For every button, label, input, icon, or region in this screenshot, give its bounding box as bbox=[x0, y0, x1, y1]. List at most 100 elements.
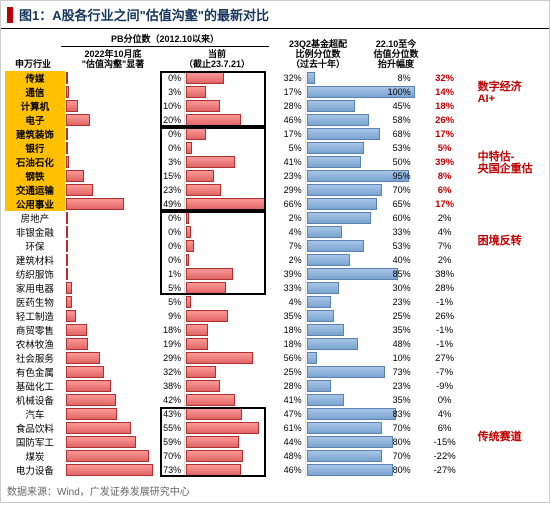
industry-cell: 电力设备 bbox=[5, 463, 65, 477]
bar-red bbox=[66, 422, 132, 434]
bar-2022: 18% bbox=[65, 323, 185, 337]
bar-value: 80% bbox=[393, 435, 411, 449]
header-pb-group: PB分位数（2012.10以来） bbox=[61, 32, 269, 47]
bar-value: 18% bbox=[163, 323, 181, 337]
industry-cell: 家用电器 bbox=[5, 281, 65, 295]
bar-value: 73% bbox=[393, 365, 411, 379]
industry-cell: 环保 bbox=[5, 239, 65, 253]
bar-red bbox=[186, 142, 192, 154]
change-cell: 28% bbox=[414, 281, 476, 295]
bar-value: 1% bbox=[168, 267, 181, 281]
bar-value: 17% bbox=[284, 85, 302, 99]
group-label-cell bbox=[476, 379, 545, 393]
table-row: 商贸零售18%18%35%-1% bbox=[5, 323, 545, 337]
bar-q2: 68% bbox=[305, 127, 413, 141]
bar-red bbox=[66, 170, 84, 182]
bar-q2: 25% bbox=[305, 309, 413, 323]
table-row: 石油石化3%41%50%39%中特估- 央国企重估 bbox=[5, 155, 545, 169]
bar-value: 53% bbox=[393, 239, 411, 253]
bar-q2: 45% bbox=[305, 99, 413, 113]
bar-red bbox=[66, 142, 68, 154]
bar-2022: 29% bbox=[65, 351, 185, 365]
table-row: 钢铁15%23%95%8% bbox=[5, 169, 545, 183]
bar-value: 35% bbox=[284, 309, 302, 323]
bar-value: 46% bbox=[284, 463, 302, 477]
bar-current: 47% bbox=[185, 407, 306, 421]
figure-container: 图1：A股各行业之间"估值沟壑"的最新对比 申万行业 PB分位数（2012.10… bbox=[0, 0, 550, 503]
change-cell: 26% bbox=[414, 309, 476, 323]
bar-value: 39% bbox=[284, 267, 302, 281]
bar-blue bbox=[307, 366, 386, 378]
change-cell: 17% bbox=[414, 127, 476, 141]
bar-2022: 0% bbox=[65, 71, 185, 85]
bar-blue bbox=[307, 324, 345, 336]
bar-blue bbox=[307, 226, 343, 238]
bar-red bbox=[66, 268, 68, 280]
table-row: 电力设备73%46%80%-27% bbox=[5, 463, 545, 477]
bar-blue bbox=[307, 72, 316, 84]
table-row: 电子20%46%58%26% bbox=[5, 113, 545, 127]
industry-cell: 商贸零售 bbox=[5, 323, 65, 337]
bar-red bbox=[66, 436, 136, 448]
bar-value: 33% bbox=[393, 225, 411, 239]
industry-cell: 石油石化 bbox=[5, 155, 65, 169]
bar-red bbox=[66, 212, 68, 224]
bar-red bbox=[66, 282, 72, 294]
bar-2022: 0% bbox=[65, 141, 185, 155]
bar-red bbox=[66, 72, 68, 84]
group-label-cell: 传统赛道 bbox=[476, 435, 545, 449]
bar-current: 46% bbox=[185, 463, 306, 477]
bar-value: 61% bbox=[284, 421, 302, 435]
change-cell: -9% bbox=[414, 379, 476, 393]
table-row: 食品饮料55%61%70%6% bbox=[5, 421, 545, 435]
change-cell: 32% bbox=[414, 71, 476, 85]
change-cell: 6% bbox=[414, 183, 476, 197]
table-row: 建筑材料0%2%40%2% bbox=[5, 253, 545, 267]
change-cell: -1% bbox=[414, 337, 476, 351]
bar-q2: 48% bbox=[305, 337, 413, 351]
change-cell: 39% bbox=[414, 155, 476, 169]
group-label-cell bbox=[476, 295, 545, 309]
group-label-cell bbox=[476, 309, 545, 323]
bar-red bbox=[186, 268, 233, 280]
industry-cell: 煤炭 bbox=[5, 449, 65, 463]
title-block bbox=[7, 7, 13, 23]
bar-current: 41% bbox=[185, 393, 306, 407]
table-row: 基础化工38%28%23%-9% bbox=[5, 379, 545, 393]
header-row: 申万行业 PB分位数（2012.10以来） 2022年10月底 "估值沟壑"显著… bbox=[5, 35, 545, 71]
bar-2022: 0% bbox=[65, 225, 185, 239]
header-industry: 申万行业 bbox=[5, 59, 61, 71]
bar-current: 7% bbox=[185, 239, 306, 253]
change-cell: -15% bbox=[414, 435, 476, 449]
bar-blue bbox=[307, 100, 356, 112]
bar-q2: 35% bbox=[305, 323, 413, 337]
bar-value: 50% bbox=[393, 155, 411, 169]
bar-value: 0% bbox=[168, 71, 181, 85]
table-wrap: 传媒0%32%8%32%通信3%17%100%14%数字经济 AI+计算机10%… bbox=[5, 71, 545, 477]
table-row: 汽车43%47%83%4% bbox=[5, 407, 545, 421]
industry-cell: 食品饮料 bbox=[5, 421, 65, 435]
bar-blue bbox=[307, 128, 380, 140]
industry-cell: 建筑装饰 bbox=[5, 127, 65, 141]
bar-red bbox=[186, 296, 191, 308]
bar-value: 4% bbox=[289, 295, 302, 309]
bar-q2: 40% bbox=[305, 253, 413, 267]
bar-value: 2% bbox=[289, 211, 302, 225]
header-current: 当前 （截止23.7.21） bbox=[165, 49, 269, 71]
group-label-cell bbox=[476, 337, 545, 351]
change-cell: 4% bbox=[414, 225, 476, 239]
bar-blue bbox=[307, 282, 339, 294]
bar-red bbox=[186, 128, 206, 140]
bar-red bbox=[66, 198, 125, 210]
industry-cell: 银行 bbox=[5, 141, 65, 155]
bar-blue bbox=[307, 254, 350, 266]
industry-cell: 传媒 bbox=[5, 71, 65, 85]
bar-current: 56% bbox=[185, 351, 306, 365]
change-cell: 5% bbox=[414, 141, 476, 155]
bar-value: 38% bbox=[163, 379, 181, 393]
table-row: 农林牧渔19%18%48%-1% bbox=[5, 337, 545, 351]
bar-2022: 0% bbox=[65, 239, 185, 253]
bar-red bbox=[66, 380, 111, 392]
bar-current: 46% bbox=[185, 113, 306, 127]
bar-red bbox=[66, 86, 70, 98]
